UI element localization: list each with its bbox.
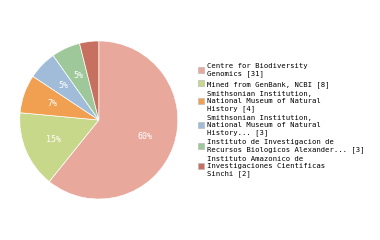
- Text: 60%: 60%: [138, 132, 152, 141]
- Wedge shape: [79, 41, 99, 120]
- Text: 5%: 5%: [59, 81, 69, 90]
- Wedge shape: [20, 76, 99, 120]
- Text: 7%: 7%: [48, 99, 58, 108]
- Legend: Centre for Biodiversity
Genomics [31], Mined from GenBank, NCBI [8], Smithsonian: Centre for Biodiversity Genomics [31], M…: [198, 63, 364, 177]
- Wedge shape: [20, 113, 99, 182]
- Wedge shape: [49, 41, 178, 199]
- Wedge shape: [53, 43, 99, 120]
- Wedge shape: [33, 55, 99, 120]
- Text: 15%: 15%: [46, 135, 61, 144]
- Text: 5%: 5%: [73, 71, 83, 80]
